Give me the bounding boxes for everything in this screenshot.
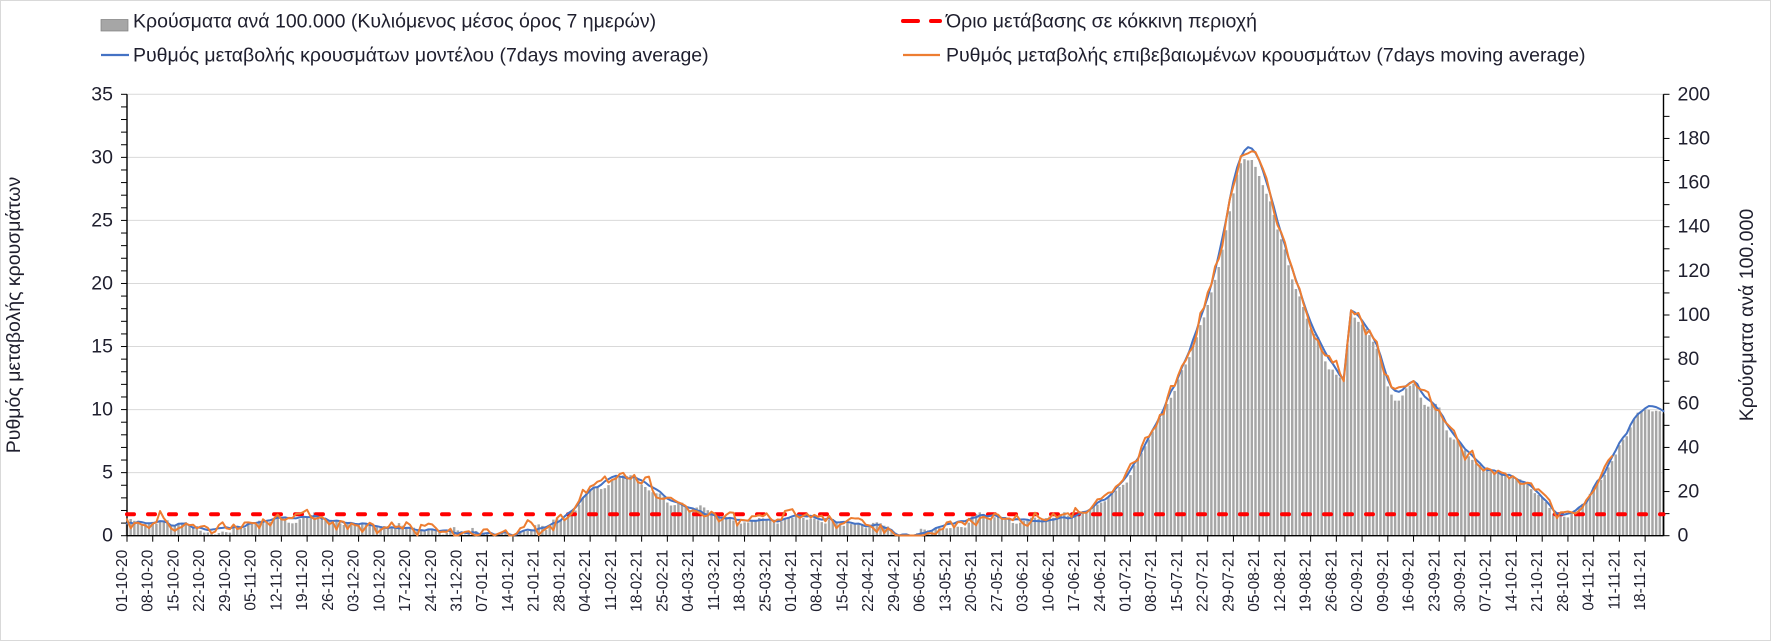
svg-text:28-10-21: 28-10-21 [1555,550,1572,612]
svg-text:08-07-21: 08-07-21 [1143,550,1160,612]
svg-text:26-08-21: 26-08-21 [1323,550,1340,612]
svg-text:24-06-21: 24-06-21 [1092,550,1109,612]
svg-text:11-02-21: 11-02-21 [603,550,620,611]
svg-text:25-03-21: 25-03-21 [757,550,774,612]
svg-text:Κρούσματα ανά 100.000 (Κυλιόμε: Κρούσματα ανά 100.000 (Κυλιόμενος μέσος … [133,11,656,33]
svg-text:07-10-21: 07-10-21 [1478,550,1495,612]
svg-text:06-05-21: 06-05-21 [912,550,929,612]
svg-text:10: 10 [91,399,113,421]
svg-text:100: 100 [1678,304,1711,326]
svg-text:08-10-20: 08-10-20 [140,549,157,611]
svg-text:160: 160 [1678,172,1711,194]
svg-text:80: 80 [1678,348,1700,370]
svg-text:10-12-20: 10-12-20 [371,549,388,611]
svg-text:21-10-21: 21-10-21 [1529,550,1546,612]
svg-text:22-04-21: 22-04-21 [860,550,877,612]
svg-text:11-11-21: 11-11-21 [1606,550,1623,610]
svg-text:04-03-21: 04-03-21 [680,550,697,612]
svg-text:07-01-21: 07-01-21 [474,550,491,612]
svg-text:19-11-20: 19-11-20 [294,549,311,610]
svg-text:05-08-21: 05-08-21 [1246,550,1263,612]
svg-text:30-09-21: 30-09-21 [1452,550,1469,612]
svg-text:04-02-21: 04-02-21 [577,550,594,612]
svg-text:14-10-21: 14-10-21 [1503,550,1520,612]
svg-text:Κρούσματα ανά 100.000: Κρούσματα ανά 100.000 [1736,209,1758,422]
svg-text:27-05-21: 27-05-21 [989,550,1006,612]
svg-text:12-11-20: 12-11-20 [268,549,285,610]
svg-text:16-09-21: 16-09-21 [1401,550,1418,612]
svg-text:Ρυθμός μεταβολής κρουσμάτων μο: Ρυθμός μεταβολής κρουσμάτων μοντέλου (7d… [133,45,709,67]
svg-text:02-09-21: 02-09-21 [1349,550,1366,612]
svg-text:29-04-21: 29-04-21 [886,550,903,612]
svg-text:5: 5 [102,462,113,484]
svg-text:40: 40 [1678,436,1700,458]
svg-text:17-06-21: 17-06-21 [1066,550,1083,612]
svg-text:140: 140 [1678,216,1711,238]
svg-text:15-10-20: 15-10-20 [165,549,182,611]
svg-text:01-04-21: 01-04-21 [783,550,800,612]
svg-text:29-10-20: 29-10-20 [217,549,234,611]
svg-text:28-01-21: 28-01-21 [551,550,568,612]
svg-text:30: 30 [91,146,113,168]
svg-text:120: 120 [1678,260,1711,282]
svg-text:29-07-21: 29-07-21 [1220,550,1237,612]
svg-text:18-11-21: 18-11-21 [1632,550,1649,611]
svg-text:25-02-21: 25-02-21 [654,550,671,612]
svg-text:0: 0 [102,525,113,547]
svg-text:15: 15 [91,336,113,358]
svg-text:05-11-20: 05-11-20 [243,549,260,610]
svg-text:11-03-21: 11-03-21 [706,550,723,611]
svg-text:Ρυθμός μεταβολής κρουσμάτων: Ρυθμός μεταβολής κρουσμάτων [3,177,25,453]
svg-text:08-04-21: 08-04-21 [809,550,826,612]
svg-text:22-10-20: 22-10-20 [191,549,208,611]
svg-text:17-12-20: 17-12-20 [397,549,414,611]
svg-text:01-07-21: 01-07-21 [1118,550,1135,612]
svg-text:0: 0 [1678,525,1689,547]
svg-text:04-11-21: 04-11-21 [1581,550,1598,611]
svg-text:03-12-20: 03-12-20 [346,549,363,611]
svg-text:26-11-20: 26-11-20 [320,549,337,610]
svg-text:01-10-20: 01-10-20 [114,549,131,611]
svg-text:180: 180 [1678,127,1711,149]
svg-text:35: 35 [91,83,113,105]
svg-text:13-05-21: 13-05-21 [937,550,954,612]
svg-text:15-04-21: 15-04-21 [834,550,851,612]
svg-text:31-12-20: 31-12-20 [449,549,466,611]
svg-text:24-12-20: 24-12-20 [423,549,440,611]
svg-text:60: 60 [1678,392,1700,414]
svg-text:14-01-21: 14-01-21 [500,550,517,612]
svg-text:Ρυθμός μεταβολής επιβεβαιωμένω: Ρυθμός μεταβολής επιβεβαιωμένων κρουσμάτ… [946,45,1586,67]
svg-text:10-06-21: 10-06-21 [1040,550,1057,612]
svg-text:18-03-21: 18-03-21 [732,550,749,612]
svg-text:22-07-21: 22-07-21 [1195,550,1212,612]
svg-text:20: 20 [1678,481,1700,503]
svg-text:15-07-21: 15-07-21 [1169,550,1186,612]
svg-text:23-09-21: 23-09-21 [1426,550,1443,612]
svg-text:Όριο μετάβασης σε κόκκινη περι: Όριο μετάβασης σε κόκκινη περιοχή [945,11,1257,33]
svg-text:200: 200 [1678,83,1711,105]
svg-text:12-08-21: 12-08-21 [1272,550,1289,612]
svg-text:09-09-21: 09-09-21 [1375,550,1392,612]
svg-text:18-02-21: 18-02-21 [629,550,646,612]
svg-text:21-01-21: 21-01-21 [526,550,543,612]
svg-text:20-05-21: 20-05-21 [963,550,980,612]
svg-text:20: 20 [91,272,113,294]
svg-text:03-06-21: 03-06-21 [1015,550,1032,612]
svg-text:19-08-21: 19-08-21 [1298,550,1315,612]
svg-text:25: 25 [91,209,113,231]
